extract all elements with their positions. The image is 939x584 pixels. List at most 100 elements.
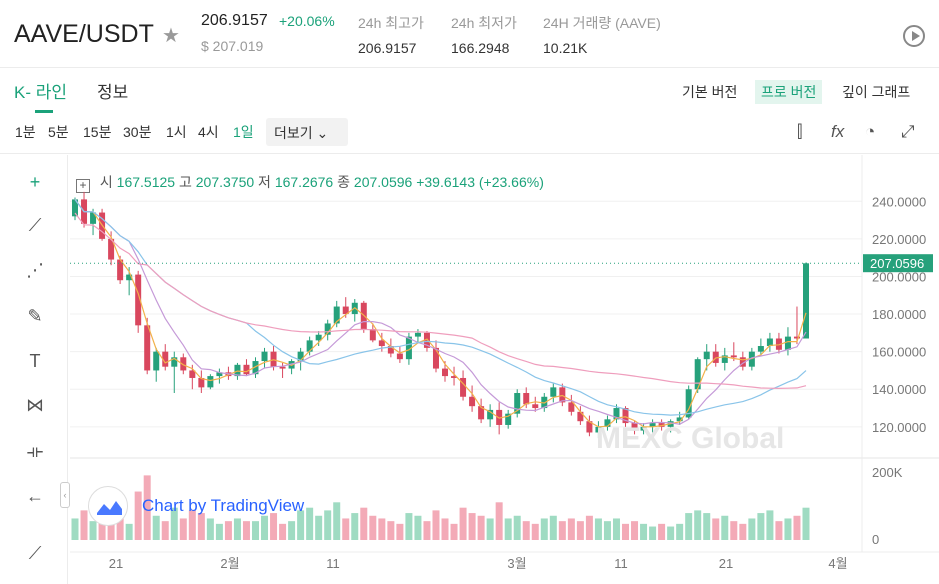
tab-info[interactable]: 정보 [97,83,129,102]
candle-body [766,338,773,347]
chart-tabs: K- 라인 정보 기본 버전 프로 버전 깊이 그래프 [0,68,939,113]
candle-body [568,402,575,412]
candle-body [126,274,133,281]
price-tick-label: 120.0000 [872,420,926,435]
trendline-icon[interactable]: ⟋ [28,215,42,235]
candle-body [315,334,322,341]
candle-body [432,347,439,369]
volume-bar [739,523,747,540]
ruler-icon[interactable]: ⟋ [28,543,42,563]
volume-bar [703,513,711,540]
ma-line-long [74,212,807,390]
candle-body [640,426,647,431]
candle-body [577,411,584,422]
volume-bar [667,526,675,540]
candle-body [324,323,331,335]
candle-body [189,370,196,378]
timeframe-5m[interactable]: 5분 [48,124,69,140]
volume-bar [324,510,332,540]
play-icon[interactable] [903,25,925,47]
legend-toggle-icon[interactable]: + [76,179,90,193]
more-timeframes-button[interactable]: 더보기 ⌄ [266,118,348,146]
candle-body [369,329,376,341]
tab-kline[interactable]: K- 라인 [14,83,68,102]
volume-bar [576,521,584,540]
candle-body [523,393,530,405]
crosshair-icon[interactable]: + [29,172,41,192]
indicators-icon[interactable]: fx [831,122,845,141]
candle-body [622,408,629,424]
usd-price: $ 207.019 [201,38,264,54]
candle-body [721,355,728,363]
candle-body [685,389,692,418]
volume-bar [676,523,684,540]
volume-bar [450,523,458,540]
measure-icon[interactable]: ⟛ [26,441,44,461]
view-basic[interactable]: 기본 버전 [682,84,738,100]
candle-body [532,404,539,409]
drawing-tools-sidebar: + ⟋ ⋰ ✎ T ⋈ ⟛ ← ⟋ ‹ [0,155,70,584]
candle-body [279,366,286,369]
candle-body [198,377,205,388]
more-label: 더보기 [274,125,313,141]
text-icon[interactable]: T [29,351,41,371]
candle-body [451,376,458,378]
candle-body [613,408,620,420]
fullscreen-icon[interactable]: ⤢ [901,122,915,141]
candle-body [649,423,656,427]
sidebar-collapse-handle[interactable]: ‹ [60,482,70,508]
ticker-header: AAVE/USDT ★ 206.9157 +20.06% $ 207.019 2… [0,0,939,68]
timeframe-4h[interactable]: 4시 [198,124,219,140]
timeframe-1h[interactable]: 1시 [166,124,187,140]
candle-body [595,426,602,433]
volume-bar [685,513,693,540]
volume-bar [513,515,521,540]
favorite-star-icon[interactable]: ★ [162,25,180,47]
volume-bar [468,513,476,540]
change-value: +39.6143 (+23.66%) [416,174,544,190]
timeframe-1m[interactable]: 1분 [15,124,36,140]
last-price-label: 207.0596 [870,256,924,271]
pitchfork-icon[interactable]: ⋰ [26,260,44,280]
brush-icon[interactable]: ✎ [27,306,43,326]
volume-bar [631,521,639,540]
view-depth[interactable]: 깊이 그래프 [842,84,911,100]
watermark: MEXC Global [596,422,785,455]
time-tick-label: 11 [614,556,628,571]
pattern-icon[interactable]: ⋈ [26,395,44,415]
volume-bar [540,518,548,540]
candle-body [423,332,430,348]
candle-type-icon[interactable]: ⫿ [797,122,803,141]
candle-body [730,355,737,358]
last-price: 206.9157 [201,12,268,29]
open-label: 시 [99,174,113,190]
timeframe-1d[interactable]: 1일 [233,124,254,140]
chart-toolbar: 1분 5분 15분 30분 1시 4시 1일 더보기 ⌄ ⫿ fx ◔ ⤢ [0,114,939,154]
view-pro[interactable]: 프로 버전 [755,80,823,104]
volume-bar [197,513,205,540]
volume-bar [594,518,602,540]
time-tick-label: 21 [719,556,733,571]
volume-bar [658,523,666,540]
volume-bar [179,518,187,540]
close-label: 종 [337,174,351,190]
candle-body [460,377,467,397]
timeframe-15m[interactable]: 15분 [83,124,112,140]
candle-body [784,336,791,350]
candle-body [757,346,764,352]
volume-bar [333,502,341,540]
volume-bar [649,526,657,540]
candle-body [712,351,719,363]
back-arrow-icon[interactable]: ← [26,486,44,506]
candle-body [387,346,394,354]
stat-high-value: 206.9157 [358,40,417,56]
last-price-tag [863,254,933,273]
volume-bar [793,515,801,540]
candle-body [775,338,782,350]
candle-body [342,306,349,315]
timeframe-30m[interactable]: 30분 [123,124,152,140]
settings-gauge-icon[interactable]: ◔ [865,122,876,141]
candle-body [487,409,494,420]
volume-bar [730,521,738,540]
